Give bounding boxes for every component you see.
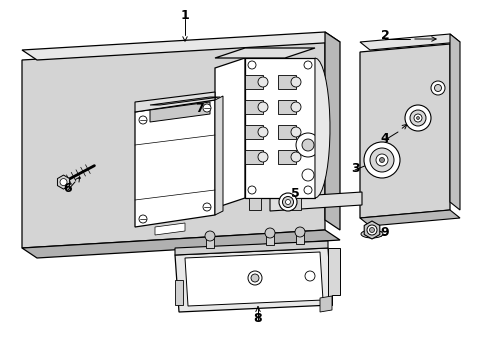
Circle shape (375, 154, 387, 166)
Polygon shape (175, 280, 183, 305)
Polygon shape (269, 192, 361, 211)
Polygon shape (359, 44, 449, 218)
Circle shape (305, 271, 314, 281)
Text: 8: 8 (253, 311, 262, 324)
Polygon shape (327, 248, 339, 305)
Polygon shape (155, 223, 184, 235)
Polygon shape (175, 241, 327, 255)
Polygon shape (215, 58, 244, 208)
Polygon shape (278, 75, 295, 89)
Text: 9: 9 (380, 225, 388, 239)
Polygon shape (364, 221, 379, 239)
Text: 4: 4 (380, 131, 388, 144)
Circle shape (258, 127, 267, 137)
Ellipse shape (360, 230, 382, 238)
Circle shape (203, 203, 210, 211)
Polygon shape (205, 236, 214, 248)
Circle shape (366, 225, 376, 235)
Circle shape (250, 274, 259, 282)
Circle shape (363, 142, 399, 178)
Circle shape (302, 139, 313, 151)
Circle shape (430, 81, 444, 95)
Circle shape (409, 110, 425, 126)
Circle shape (247, 271, 262, 285)
Circle shape (294, 227, 305, 237)
Circle shape (369, 148, 393, 172)
Text: 1: 1 (180, 9, 189, 22)
Circle shape (302, 169, 313, 181)
Polygon shape (244, 100, 263, 114)
Circle shape (285, 199, 290, 204)
Circle shape (416, 117, 419, 120)
Polygon shape (22, 230, 339, 258)
Polygon shape (135, 92, 215, 112)
Circle shape (258, 102, 267, 112)
Circle shape (282, 197, 293, 207)
Circle shape (434, 85, 441, 91)
Circle shape (369, 228, 374, 233)
Polygon shape (244, 150, 263, 164)
Circle shape (290, 127, 301, 137)
Circle shape (60, 179, 67, 186)
Circle shape (304, 186, 311, 194)
Polygon shape (184, 252, 323, 306)
Polygon shape (150, 102, 209, 122)
Polygon shape (278, 150, 295, 164)
Circle shape (404, 105, 430, 131)
Polygon shape (244, 75, 263, 89)
Circle shape (139, 215, 147, 223)
Polygon shape (22, 32, 339, 60)
Circle shape (295, 133, 319, 157)
Circle shape (379, 158, 384, 162)
Polygon shape (215, 96, 223, 215)
Polygon shape (278, 100, 295, 114)
Text: 2: 2 (380, 28, 388, 41)
Polygon shape (325, 32, 339, 230)
Text: 3: 3 (350, 162, 359, 175)
Circle shape (247, 61, 256, 69)
Circle shape (258, 152, 267, 162)
Polygon shape (244, 58, 314, 198)
Circle shape (203, 104, 210, 112)
Polygon shape (314, 58, 329, 198)
Circle shape (304, 61, 311, 69)
Circle shape (290, 102, 301, 112)
Polygon shape (215, 48, 314, 58)
Polygon shape (175, 248, 331, 312)
Text: 7: 7 (195, 102, 204, 114)
Circle shape (139, 116, 147, 124)
Circle shape (264, 228, 274, 238)
Polygon shape (359, 210, 459, 226)
Polygon shape (248, 198, 261, 210)
Polygon shape (288, 198, 301, 210)
Polygon shape (150, 97, 220, 105)
Polygon shape (135, 100, 215, 227)
Polygon shape (319, 296, 331, 312)
Polygon shape (244, 125, 263, 139)
Circle shape (290, 77, 301, 87)
Polygon shape (359, 34, 459, 50)
Circle shape (290, 152, 301, 162)
Polygon shape (57, 175, 69, 189)
Polygon shape (295, 232, 304, 244)
Polygon shape (278, 125, 295, 139)
Circle shape (279, 193, 296, 211)
Circle shape (413, 114, 421, 122)
Circle shape (247, 186, 256, 194)
Circle shape (204, 231, 215, 241)
Polygon shape (265, 233, 273, 245)
Polygon shape (449, 34, 459, 210)
Circle shape (258, 77, 267, 87)
Text: 5: 5 (290, 186, 299, 199)
Polygon shape (22, 42, 325, 248)
Text: 6: 6 (63, 181, 72, 194)
